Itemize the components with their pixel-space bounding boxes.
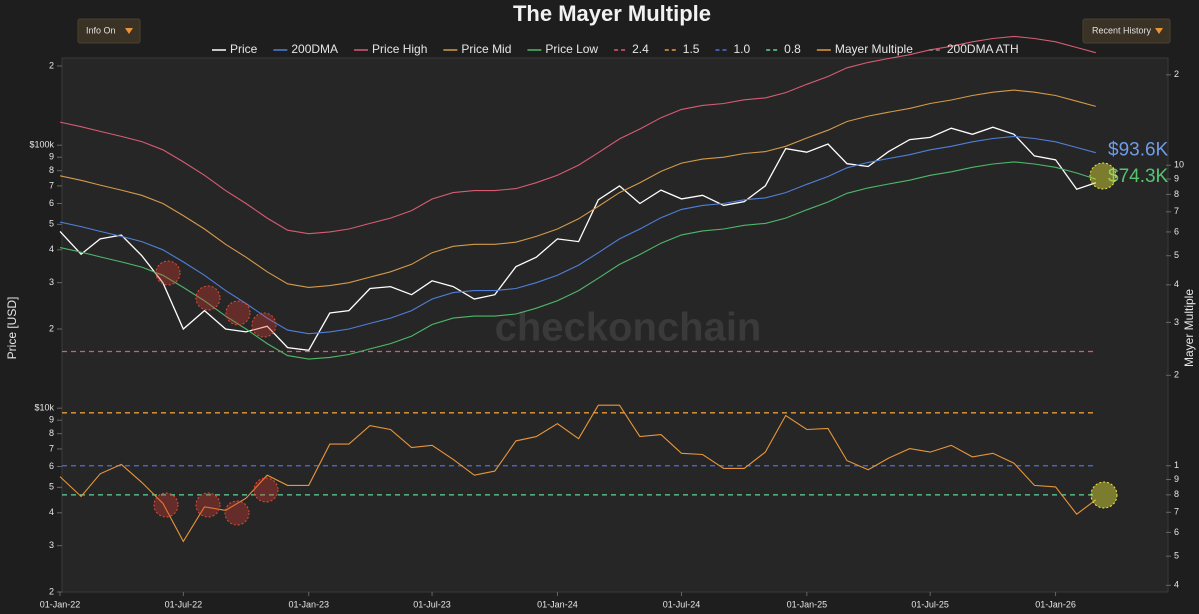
y-tick-label: 4 xyxy=(49,244,54,254)
x-tick-label: 01-Jul-22 xyxy=(165,599,203,609)
series-line xyxy=(59,35,1096,235)
legend-label: 0.8 xyxy=(784,42,801,56)
button-label[interactable]: Recent History xyxy=(1092,25,1152,35)
y2-tick-label: 5 xyxy=(1174,551,1179,561)
y2-tick-label: 7 xyxy=(1174,206,1179,216)
legend-label: Price Low xyxy=(545,42,598,56)
x-tick-label: 01-Jan-24 xyxy=(537,599,578,609)
highlights xyxy=(153,260,279,526)
info-button[interactable]: Info On xyxy=(77,18,141,44)
y-tick-label: 6 xyxy=(49,198,54,208)
x-tick-label: 01-Jul-25 xyxy=(911,599,949,609)
x-tick-label: 01-Jul-23 xyxy=(413,599,451,609)
y2-tick-label: 1 xyxy=(1174,460,1179,470)
y-tick-label: 7 xyxy=(49,180,54,190)
y-tick-label: 9 xyxy=(49,152,54,162)
y-tick-label: $10k xyxy=(34,403,54,413)
y-tick-label: 2 xyxy=(49,60,54,70)
y-tick-label: 8 xyxy=(49,165,54,175)
plot-area xyxy=(61,57,1169,593)
y-tick-label: 5 xyxy=(49,482,54,492)
y2-tick-label: 6 xyxy=(1174,527,1179,537)
legend-label: 1.5 xyxy=(683,42,700,56)
legend-label: Mayer Multiple xyxy=(835,42,913,56)
y-tick-label: 3 xyxy=(49,540,54,550)
marks: 2 $100k 9 8 7 6 5 4 3 2 $10k 9 8 7 6 5 4 3 2 2 10 9 8 7 6 5 4 3 2 1 9 8… xyxy=(29,35,1184,609)
legend-label: 200DMA ATH xyxy=(947,42,1019,56)
series-line xyxy=(59,126,1097,352)
y-tick-label: 2 xyxy=(49,323,54,333)
legend-label: Price High xyxy=(372,42,427,56)
annotation: $74.3K xyxy=(1108,166,1169,187)
legend-label: 200DMA xyxy=(291,42,338,56)
y-tick-label: 4 xyxy=(49,507,54,517)
y2-tick-label: 5 xyxy=(1174,250,1179,260)
legend-label: Price Mid xyxy=(461,42,511,56)
y2-tick-label: 10 xyxy=(1174,160,1184,170)
watermark: checkonchain xyxy=(495,306,762,350)
x-tick-label: 01-Jan-22 xyxy=(40,599,81,609)
y2-tick-label: 7 xyxy=(1174,507,1179,517)
y-tick-label: 2 xyxy=(49,586,54,596)
y-tick-label: 3 xyxy=(49,277,54,287)
y2-tick-label: 8 xyxy=(1174,489,1179,499)
series-line xyxy=(59,135,1096,335)
y-tick-label: 9 xyxy=(49,415,54,425)
y-tick-label: 7 xyxy=(49,443,54,453)
recent-history-button[interactable]: Recent History xyxy=(1082,18,1171,44)
legend-label: Price xyxy=(230,42,258,56)
x-tick-label: 01-Jan-25 xyxy=(787,599,828,609)
y2-tick-label: 9 xyxy=(1174,173,1179,183)
y2-axis-title: Mayer Multiple xyxy=(1182,289,1196,367)
button-label[interactable]: Info On xyxy=(86,25,116,35)
y2-tick-label: 6 xyxy=(1174,226,1179,236)
y-tick-label: $100k xyxy=(29,140,54,150)
legend-label: 1.0 xyxy=(733,42,750,56)
y2-tick-label: 3 xyxy=(1174,317,1179,327)
y2-tick-label: 2 xyxy=(1174,370,1179,380)
series-line xyxy=(59,404,1097,543)
x-tick-label: 01-Jul-24 xyxy=(663,599,701,609)
y2-tick-label: 8 xyxy=(1174,189,1179,199)
y2-tick-label: 9 xyxy=(1174,474,1179,484)
y-tick-label: 5 xyxy=(49,219,54,229)
y-tick-label: 6 xyxy=(49,461,54,471)
y-axis-title: Price [USD] xyxy=(5,297,19,360)
y2-tick-label: 2 xyxy=(1174,69,1179,79)
y2-tick-label: 4 xyxy=(1174,580,1179,590)
y2-tick-label: 4 xyxy=(1174,279,1179,289)
annotation: $93.6K xyxy=(1108,140,1169,161)
current-highlights xyxy=(1089,162,1118,509)
legend-label: 2.4 xyxy=(632,42,649,56)
chart-title: The Mayer Multiple xyxy=(513,1,711,26)
x-tick-label: 01-Jan-26 xyxy=(1035,599,1076,609)
series-line xyxy=(59,161,1096,360)
x-tick-label: 01-Jan-23 xyxy=(288,599,329,609)
series-line xyxy=(59,89,1096,288)
y-tick-label: 8 xyxy=(49,428,54,438)
